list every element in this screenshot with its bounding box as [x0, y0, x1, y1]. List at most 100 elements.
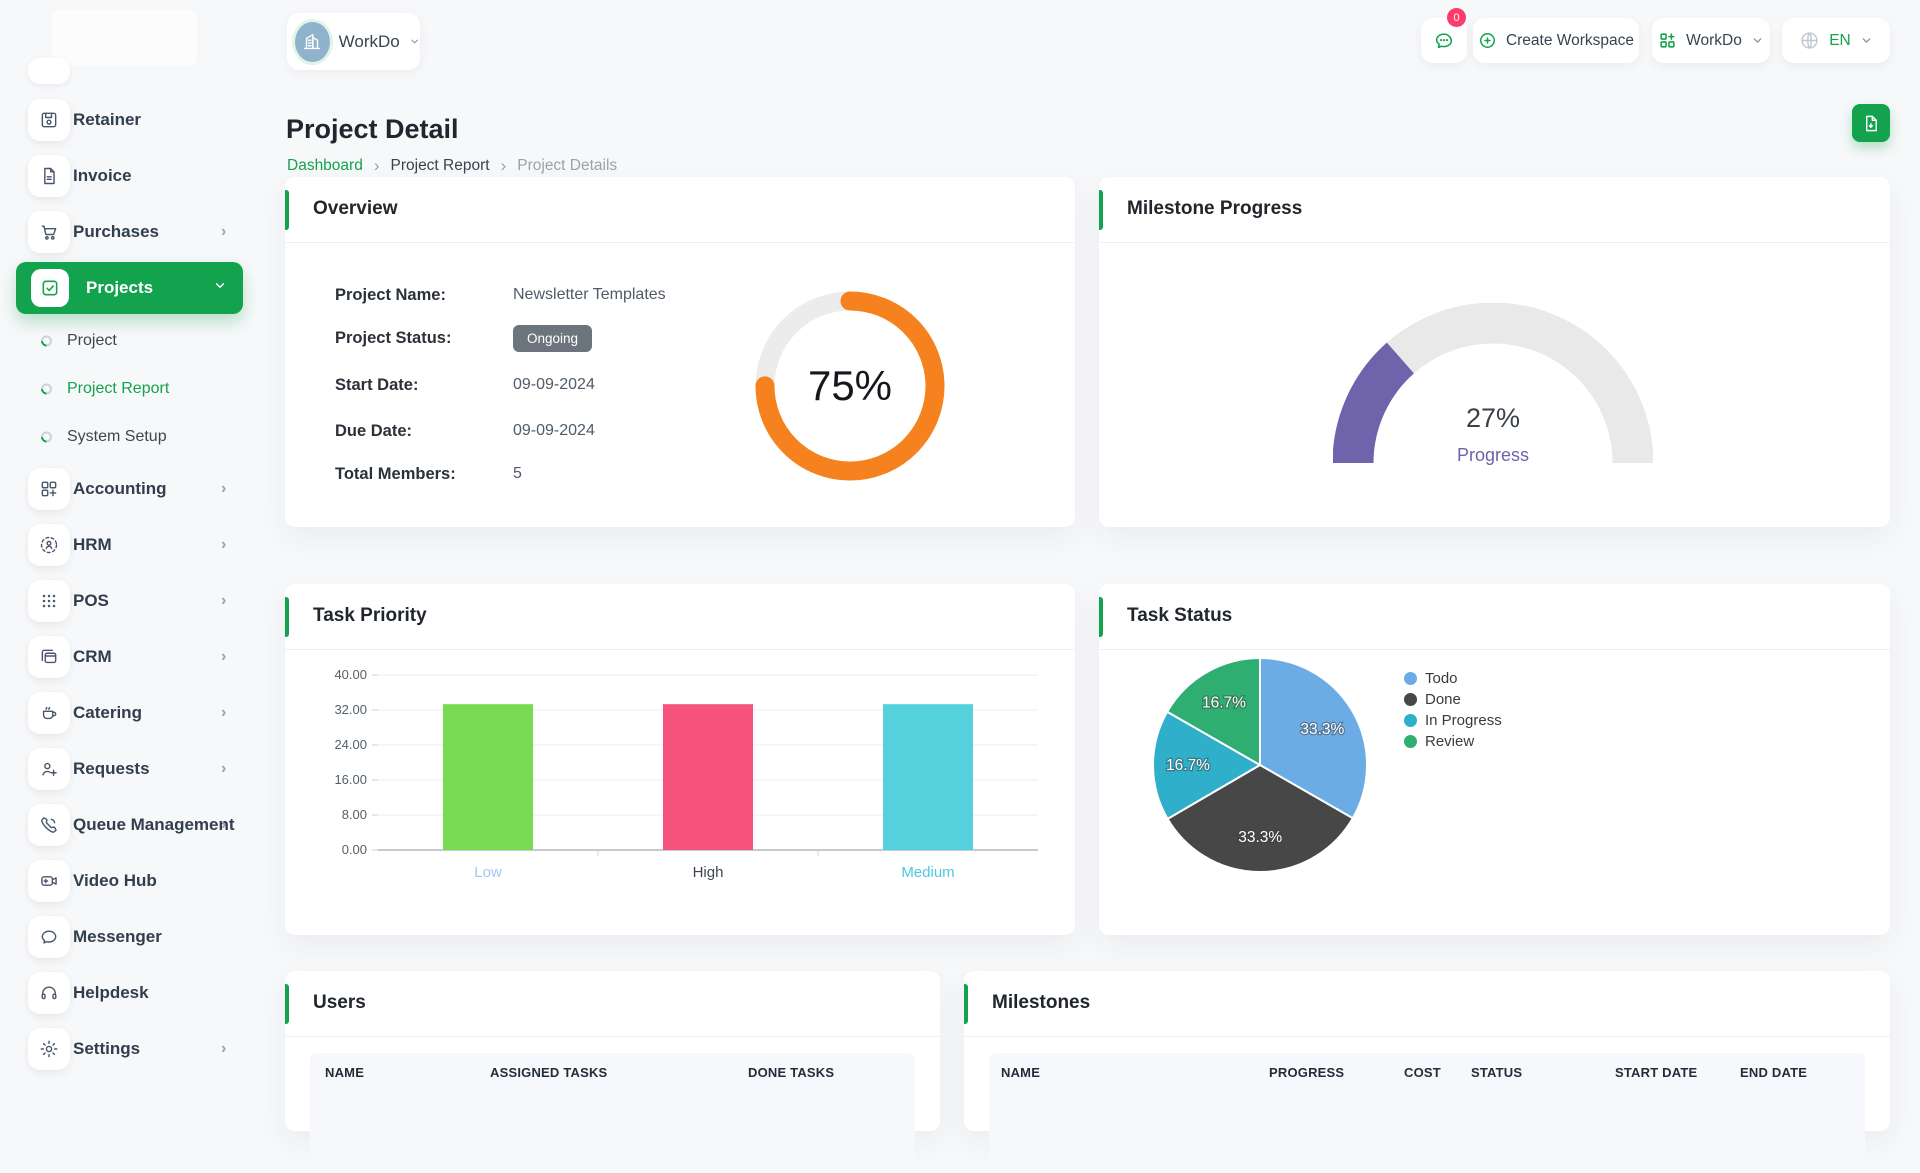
sidebar-item-settings[interactable]: Settings › [0, 1021, 258, 1077]
chevron-right-icon: › [221, 1040, 227, 1057]
legend-dot [1404, 671, 1417, 685]
breadcrumb-project-report[interactable]: Project Report [390, 157, 490, 174]
sidebar-subitem-system-setup[interactable]: System Setup [0, 413, 258, 461]
legend-item[interactable]: Review [1404, 731, 1502, 751]
legend-dot [1404, 734, 1417, 748]
sidebar-item-hrm[interactable]: HRM › [0, 517, 258, 573]
create-workspace-button[interactable]: Create Workspace [1473, 18, 1639, 63]
svg-text:16.7%: 16.7% [1166, 757, 1210, 774]
svg-text:24.00: 24.00 [334, 737, 367, 752]
workspace-avatar [295, 21, 330, 62]
users-card: Users NAME ASSIGNED TASKS DONE TASKS [285, 971, 940, 1173]
field-total-members: Total Members: 5 [335, 460, 522, 488]
column-header: END DATE [1740, 1065, 1808, 1080]
sidebar-item-label: HRM [73, 535, 112, 554]
sidebar-item-helpdesk[interactable]: Helpdesk [0, 965, 258, 1021]
export-button[interactable] [1852, 104, 1890, 142]
svg-text:Progress: Progress [1457, 445, 1529, 465]
svg-text:32.00: 32.00 [334, 702, 367, 717]
chevron-right-icon: › [500, 156, 507, 175]
retainer-icon [28, 99, 70, 141]
svg-text:0.00: 0.00 [342, 842, 367, 857]
legend-label: Todo [1425, 669, 1458, 687]
gear-icon [28, 1028, 70, 1070]
card-accent [285, 984, 289, 1024]
chevron-right-icon: › [221, 760, 227, 777]
sidebar-item-catering[interactable]: Catering › [0, 685, 258, 741]
milestones-card: Milestones NAME PROGRESS COST STATUS STA… [964, 971, 1890, 1173]
workspace-name: WorkDo [338, 31, 400, 51]
workspace-menu-button[interactable]: WorkDo [1652, 18, 1770, 63]
sidebar-item-label: POS [73, 591, 109, 610]
breadcrumb-current: Project Details [517, 157, 618, 174]
chevron-down-icon [213, 279, 227, 298]
card-title: Task Status [1127, 605, 1233, 626]
svg-text:Low: Low [474, 864, 502, 881]
sidebar-item-messenger[interactable]: Messenger [0, 909, 258, 965]
chevron-right-icon: › [221, 816, 227, 833]
card-accent [964, 984, 968, 1024]
overview-card: Overview Project Name: Newsletter Templa… [285, 177, 1075, 527]
column-header: NAME [325, 1065, 365, 1080]
card-title: Overview [313, 198, 398, 219]
card-accent [1099, 597, 1103, 637]
create-workspace-label: Create Workspace [1505, 31, 1635, 49]
column-header: STATUS [1471, 1065, 1523, 1080]
svg-text:33.3%: 33.3% [1238, 829, 1282, 846]
sidebar-item-label: Retainer [73, 110, 142, 129]
breadcrumb-dashboard[interactable]: Dashboard [287, 157, 363, 174]
sidebar-subitem-project[interactable]: Project [0, 317, 258, 365]
workspace-switcher-button[interactable]: WorkDo [287, 13, 420, 70]
language-button[interactable]: EN [1782, 18, 1890, 63]
sidebar-item-projects[interactable]: Projects [16, 262, 243, 314]
field-label: Due Date: [335, 421, 413, 440]
sidebar-item-accounting[interactable]: Accounting › [0, 461, 258, 517]
project-completion-donut: 75% [750, 286, 950, 486]
bullet-icon [38, 429, 55, 445]
sidebar-item-label: Purchases [73, 222, 159, 241]
sidebar-item-crm[interactable]: CRM › [0, 629, 258, 685]
chevron-down-icon [410, 39, 418, 44]
sidebar-subitem-project-report[interactable]: Project Report [0, 365, 258, 413]
field-value: 09-09-2024 [513, 376, 595, 393]
sidebar-item-queue-management[interactable]: Queue Management › [0, 797, 258, 853]
invoice-icon [28, 155, 70, 197]
dots-grid-icon [28, 580, 70, 622]
svg-text:40.00: 40.00 [334, 667, 367, 682]
field-label: Start Date: [335, 375, 419, 394]
sidebar-item-label: Project Report [67, 380, 170, 397]
svg-text:27%: 27% [1466, 403, 1520, 433]
sidebar-item-label: CRM [73, 647, 112, 666]
column-header: COST [1404, 1065, 1441, 1080]
field-label: Project Name: [335, 285, 446, 304]
milestones-table-header: NAME PROGRESS COST STATUS START DATE END… [989, 1053, 1865, 1173]
sidebar-item-label: Accounting [73, 479, 167, 498]
sidebar-item-pos[interactable]: POS › [0, 573, 258, 629]
sidebar-item-label: Catering [73, 703, 142, 722]
sidebar-item-purchases[interactable]: Purchases › [0, 204, 258, 260]
legend-item[interactable]: In Progress [1404, 710, 1502, 730]
card-accent [285, 597, 289, 637]
column-header: NAME [1001, 1065, 1041, 1080]
field-value: Newsletter Templates [513, 286, 666, 303]
card-title: Users [313, 992, 366, 1013]
user-scan-icon [28, 524, 70, 566]
task-priority-bar-chart: 0.00 8.00 16.00 24.00 32.00 40.00 Low High Mediu… [313, 650, 1048, 900]
chevron-right-icon: › [373, 156, 380, 175]
chevron-right-icon: › [221, 648, 227, 665]
sidebar-item-requests[interactable]: Requests › [0, 741, 258, 797]
sidebar-item-label: System Setup [67, 428, 167, 445]
sidebar-item-retainer[interactable]: Retainer [0, 92, 258, 148]
sidebar-item-video-hub[interactable]: Video Hub [0, 853, 258, 909]
svg-text:Medium: Medium [901, 864, 954, 881]
chevron-right-icon: › [221, 223, 227, 240]
svg-text:33.3%: 33.3% [1300, 721, 1344, 738]
sidebar-item-label: Requests [73, 759, 150, 778]
legend-item[interactable]: Done [1404, 689, 1502, 709]
chevron-right-icon: › [221, 704, 227, 721]
legend-item[interactable]: Todo [1404, 668, 1502, 688]
breadcrumb: Dashboard › Project Report › Project Det… [287, 156, 617, 176]
column-header: DONE TASKS [748, 1065, 835, 1080]
sidebar-item-label: Projects [86, 278, 154, 297]
sidebar-item-invoice[interactable]: Invoice [0, 148, 258, 204]
